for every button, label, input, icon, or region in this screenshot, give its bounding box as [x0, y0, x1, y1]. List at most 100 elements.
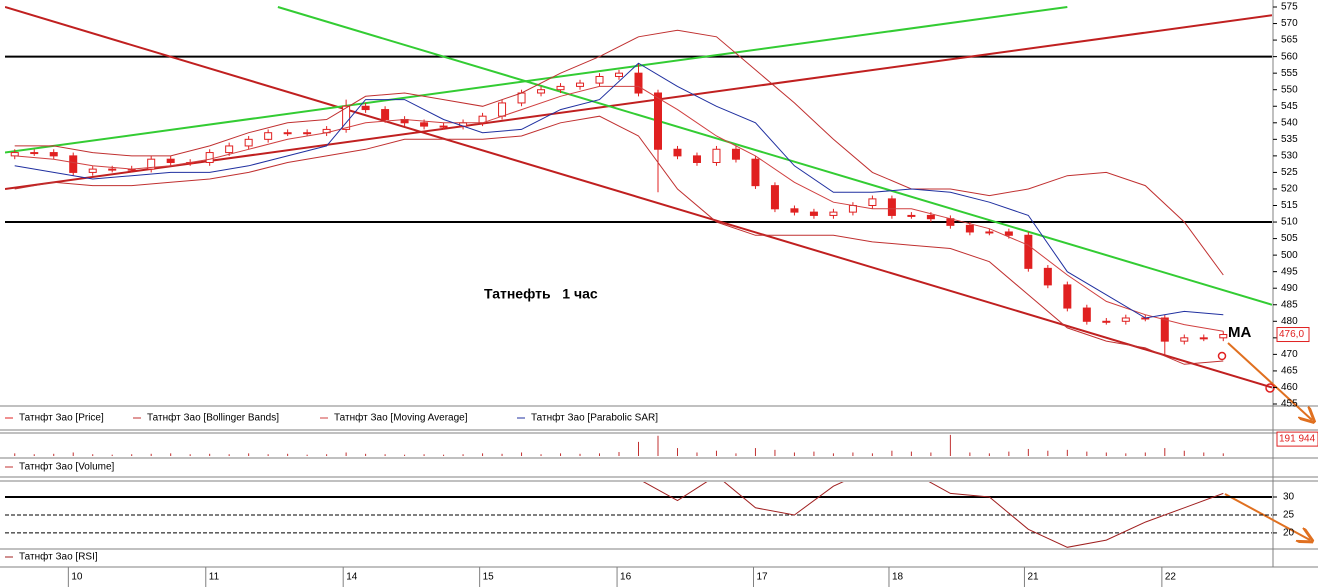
candle-body — [1121, 317, 1130, 322]
candle-body — [420, 122, 429, 127]
bollinger-lower — [14, 115, 1224, 365]
annotation: Татнефть 1 час — [484, 286, 598, 302]
candle-body — [731, 148, 740, 160]
candle-body — [907, 214, 916, 217]
candle-body — [751, 158, 760, 187]
legend-label: Татнфт Зао [Bollinger Bands] — [147, 412, 279, 424]
y-tick-label: 550 — [1281, 84, 1298, 95]
last-price-box — [1276, 327, 1310, 343]
y-tick-label: 470 — [1281, 349, 1298, 360]
candle-body — [653, 92, 662, 150]
candle-body — [712, 148, 721, 163]
candle-body — [926, 214, 935, 220]
x-tick-label: 15 — [483, 572, 495, 583]
candle-body — [205, 152, 214, 163]
candle-body — [965, 224, 974, 233]
candle-body — [166, 158, 175, 163]
trendline — [5, 14, 1272, 190]
candle-body — [498, 102, 507, 117]
marker-circle — [1217, 351, 1227, 361]
x-tick-label: 11 — [209, 572, 220, 583]
bollinger-upper — [14, 29, 1224, 276]
rsi-line — [642, 482, 1224, 548]
volume-panel — [14, 434, 1224, 456]
y-tick-label: 505 — [1281, 233, 1298, 244]
x-tick-label: 21 — [1027, 572, 1039, 583]
labels: 4554604654704754804854904955005055105155… — [5, 2, 1318, 587]
candle-body — [809, 211, 818, 216]
volume-tick-box — [1276, 431, 1318, 447]
candle-body — [1160, 317, 1169, 342]
candle-body — [49, 152, 58, 157]
candle-body — [108, 168, 117, 171]
candle-body — [283, 132, 292, 135]
legend-label: Татнфт Зао [Moving Average] — [334, 412, 468, 424]
y-tick-label: 515 — [1281, 200, 1298, 211]
legend-label: Татнфт Зао [Price] — [19, 412, 104, 424]
y-tick-label: 570 — [1281, 18, 1298, 29]
candle-body — [1180, 337, 1189, 342]
arrow — [1224, 493, 1310, 540]
candle-body — [673, 148, 682, 157]
candle-body — [556, 85, 565, 91]
indicator-line — [14, 62, 1224, 319]
y-tick-label: 545 — [1281, 101, 1298, 112]
candle-body — [1063, 284, 1072, 309]
x-tick-label: 16 — [620, 572, 632, 583]
candle-body — [692, 155, 701, 163]
y-tick-label: 25 — [1283, 510, 1295, 521]
candle-body — [887, 198, 896, 216]
x-tick-label: 18 — [892, 572, 904, 583]
candle-body — [1004, 231, 1013, 236]
candle-body — [868, 198, 877, 206]
y-tick-label: 455 — [1281, 399, 1298, 410]
candle-body — [1082, 307, 1091, 322]
y-tick-label: 490 — [1281, 283, 1298, 294]
trendline — [277, 6, 1272, 306]
x-tick-label: 10 — [71, 572, 83, 583]
y-tick-label: 460 — [1281, 382, 1298, 393]
price-panel — [5, 6, 1272, 389]
y-tick-label: 20 — [1283, 528, 1295, 539]
x-tick-label: 22 — [1165, 572, 1177, 583]
last-price-label: 476,0 — [1279, 329, 1304, 340]
y-tick-label: 565 — [1281, 35, 1298, 46]
candle-body — [225, 145, 234, 154]
candle-body — [1199, 337, 1208, 340]
y-tick-label: 500 — [1281, 250, 1298, 261]
y-tick-label: 540 — [1281, 117, 1298, 128]
y-tick-label: 560 — [1281, 51, 1298, 62]
candle-body — [88, 168, 97, 173]
candle-body — [634, 72, 643, 94]
candle-body — [1219, 334, 1228, 339]
arrow — [1227, 342, 1312, 420]
indicator-line — [14, 85, 1224, 332]
candle-body — [244, 138, 253, 147]
candle-body — [1024, 234, 1033, 269]
x-tick-label: 17 — [757, 572, 769, 583]
candle-body — [30, 152, 39, 155]
y-tick-label: 495 — [1281, 266, 1298, 277]
y-tick-label: 530 — [1281, 151, 1298, 162]
trendline — [5, 6, 1272, 389]
candle-body — [303, 132, 312, 135]
y-tick-label: 480 — [1281, 316, 1298, 327]
y-tick-label: 555 — [1281, 68, 1298, 79]
candle-body — [147, 158, 156, 170]
candle-body — [595, 75, 604, 84]
y-tick-label: 575 — [1281, 2, 1298, 13]
y-tick-label: 525 — [1281, 167, 1298, 178]
annotation: MA — [1228, 324, 1251, 341]
trendline — [5, 6, 1068, 154]
y-tick-label: 520 — [1281, 184, 1298, 195]
candle-body — [848, 205, 857, 213]
candle-body — [1043, 267, 1052, 286]
legend-label: Татнфт Зао [Parabolic SAR] — [531, 412, 658, 424]
rsi-panel — [5, 482, 1272, 548]
y-tick-label: 510 — [1281, 217, 1298, 228]
candle-body — [985, 231, 994, 234]
marker-circle — [1265, 383, 1275, 393]
candle-body — [264, 132, 273, 140]
candle-body — [1102, 320, 1111, 323]
